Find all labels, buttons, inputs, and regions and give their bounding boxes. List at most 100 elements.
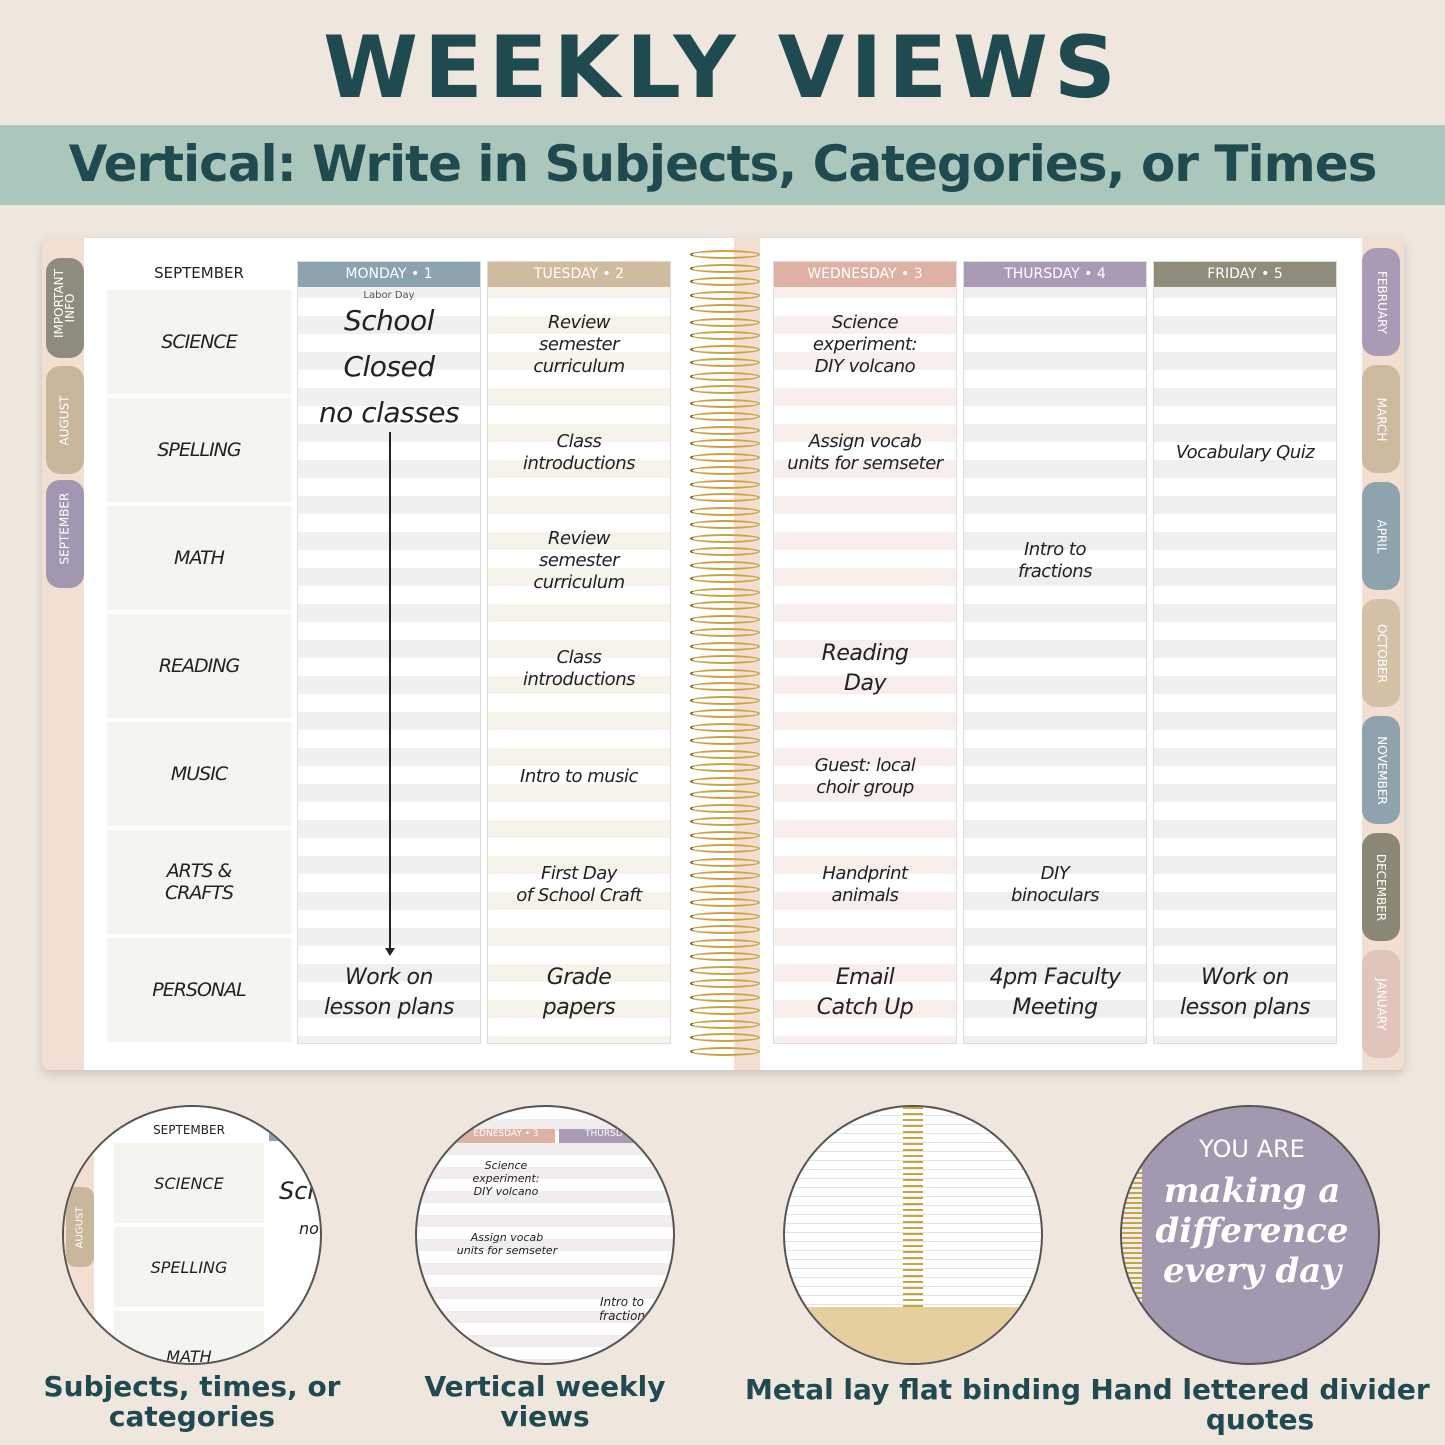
spiral-ring xyxy=(690,682,760,691)
spiral-ring xyxy=(690,898,760,907)
spiral-ring xyxy=(690,263,760,273)
tab-january[interactable]: JANUARY xyxy=(1362,950,1400,1058)
planner-entry[interactable]: Intro to fractions xyxy=(1017,539,1093,582)
spiral-ring xyxy=(690,965,760,975)
planner-entry[interactable]: Science experiment: DIY volcano xyxy=(812,312,918,377)
feature-circle-vertical: EDNESDAY • 3 THURSD Science experiment: … xyxy=(415,1105,675,1365)
mini-header: THURSD xyxy=(559,1129,673,1143)
category-row-label: MATH xyxy=(107,506,291,610)
spiral-ring xyxy=(690,641,760,651)
day-column: MONDAY • 1 Labor Day School Closed no clas… xyxy=(297,261,481,1044)
spiral-ring xyxy=(690,452,760,462)
tab-august-mini: AUGUST xyxy=(74,1206,86,1248)
tab-2[interactable]: SEPTEMBER xyxy=(46,480,84,588)
tab-label: OCTOBER xyxy=(1374,623,1389,683)
planner-entry[interactable]: Work on lesson plans xyxy=(1180,965,1310,1020)
spiral-ring xyxy=(690,398,760,408)
planner-entry[interactable]: School Closed no classes xyxy=(318,304,460,429)
tab-april[interactable]: APRIL xyxy=(1362,482,1400,590)
tab-1[interactable]: AUGUST xyxy=(46,366,84,474)
tab-march[interactable]: MARCH xyxy=(1362,365,1400,473)
mini-text: Sch xyxy=(279,1177,322,1205)
spiral-ring xyxy=(690,911,760,921)
mini-header: EDNESDAY • 3 xyxy=(457,1129,555,1143)
spiral-ring xyxy=(690,479,760,489)
spiral-ring xyxy=(690,344,760,354)
spiral-ring xyxy=(690,695,760,705)
tab-february[interactable]: FEBRUARY xyxy=(1362,248,1400,356)
day-column: THURSDAY • 4 Intro to fractions DIY binocu… xyxy=(963,261,1147,1044)
spiral-ring xyxy=(690,506,760,516)
planner-entry[interactable]: DIY binoculars xyxy=(1011,863,1099,906)
mini-text: Assign vocab units for semseter xyxy=(456,1231,558,1257)
day-header: WEDNESDAY • 3 xyxy=(774,262,956,287)
spiral-ring xyxy=(690,1046,760,1056)
planner-entry[interactable]: Vocabulary Quiz xyxy=(1175,442,1315,463)
spiral-ring xyxy=(690,466,760,475)
spiral-ring xyxy=(690,763,760,772)
planner-entry[interactable]: Class introductions xyxy=(523,431,635,474)
spiral-ring xyxy=(690,803,760,813)
spiral-ring xyxy=(690,358,760,367)
spiral-ring xyxy=(690,992,760,1002)
planner-entry[interactable]: Review semester curriculum xyxy=(533,528,625,593)
spiral-ring xyxy=(690,385,760,394)
spiral-icon xyxy=(903,1107,923,1307)
category-row-label: ARTS & CRAFTS xyxy=(107,830,291,934)
day-column: TUESDAY • 2 Review semester curriculum Cla… xyxy=(487,261,671,1044)
planner-entry[interactable]: First Day of School Craft xyxy=(516,863,642,906)
planner-entry[interactable]: Handprint animals xyxy=(822,863,908,906)
mini-text: Intro to fraction xyxy=(598,1295,646,1323)
planner-entry[interactable]: Email Catch Up xyxy=(816,965,914,1020)
spiral-ring xyxy=(690,560,760,570)
arrow-down-icon xyxy=(385,432,395,956)
tab-november[interactable]: NOVEMBER xyxy=(1362,716,1400,824)
quote-top: YOU ARE xyxy=(1199,1135,1305,1163)
spiral-ring xyxy=(690,952,760,961)
page-title: WEEKLY VIEWS xyxy=(323,18,1122,118)
spiral-ring xyxy=(690,587,760,597)
planner-entry[interactable]: 4pm Faculty Meeting xyxy=(989,965,1121,1020)
spiral-ring xyxy=(690,574,760,583)
mini-category: SPELLING xyxy=(114,1227,264,1307)
planner-entry[interactable]: Grade papers xyxy=(542,965,616,1020)
tab-label: SEPTEMBER xyxy=(57,492,72,564)
mini-category: SCIENCE xyxy=(114,1143,264,1223)
spiral-ring xyxy=(690,830,760,840)
mini-month: SEPTEMBER xyxy=(153,1123,225,1137)
planner-entry[interactable]: Class introductions xyxy=(523,647,635,690)
planner-entry[interactable]: Assign vocab units for semseter xyxy=(787,431,943,474)
spiral-ring xyxy=(690,493,760,502)
category-row-label: PERSONAL xyxy=(107,938,291,1042)
spiral-ring xyxy=(690,317,760,327)
spiral-ring xyxy=(690,614,760,624)
planner-entry[interactable]: Intro to music xyxy=(520,766,638,787)
tab-december[interactable]: DECEMBER xyxy=(1362,833,1400,941)
tab-0[interactable]: IMPORTANT INFO xyxy=(46,258,84,358)
spiral-ring xyxy=(690,817,760,826)
tab-october[interactable]: OCTOBER xyxy=(1362,599,1400,707)
spiral-ring xyxy=(690,290,760,300)
planner-entry[interactable]: Guest: local choir group xyxy=(814,755,916,798)
spiral-ring xyxy=(690,304,760,313)
category-row-label: SCIENCE xyxy=(107,290,291,394)
spiral-ring xyxy=(690,547,760,556)
tab-label: APRIL xyxy=(1374,518,1389,554)
spiral-ring xyxy=(690,520,760,529)
tab-label: IMPORTANT INFO xyxy=(52,269,77,338)
planner-entry[interactable]: Reading Day xyxy=(821,641,909,696)
day-header: MONDAY • 1 xyxy=(298,262,480,287)
caption-categories: Subjects, times, or categories xyxy=(43,1370,341,1433)
spiral-ring xyxy=(690,250,760,259)
day-column: FRIDAY • 5 Vocabulary Quiz Work on lesson … xyxy=(1153,261,1337,1044)
planner-entry[interactable]: Work on lesson plans xyxy=(324,965,454,1020)
spiral-ring xyxy=(690,1033,760,1042)
caption-vertical: Vertical weekly views xyxy=(424,1370,666,1433)
tab-label: FEBRUARY xyxy=(1374,270,1389,334)
tab-label: AUGUST xyxy=(57,394,72,446)
subtitle-band: Vertical: Write in Subjects, Categories,… xyxy=(0,125,1445,205)
planner-entry[interactable]: Review semester curriculum xyxy=(533,312,625,377)
spiral-ring xyxy=(690,601,760,610)
day-column: WEDNESDAY • 3 Science experiment: DIY vol… xyxy=(773,261,957,1044)
spiral-ring xyxy=(690,533,760,543)
